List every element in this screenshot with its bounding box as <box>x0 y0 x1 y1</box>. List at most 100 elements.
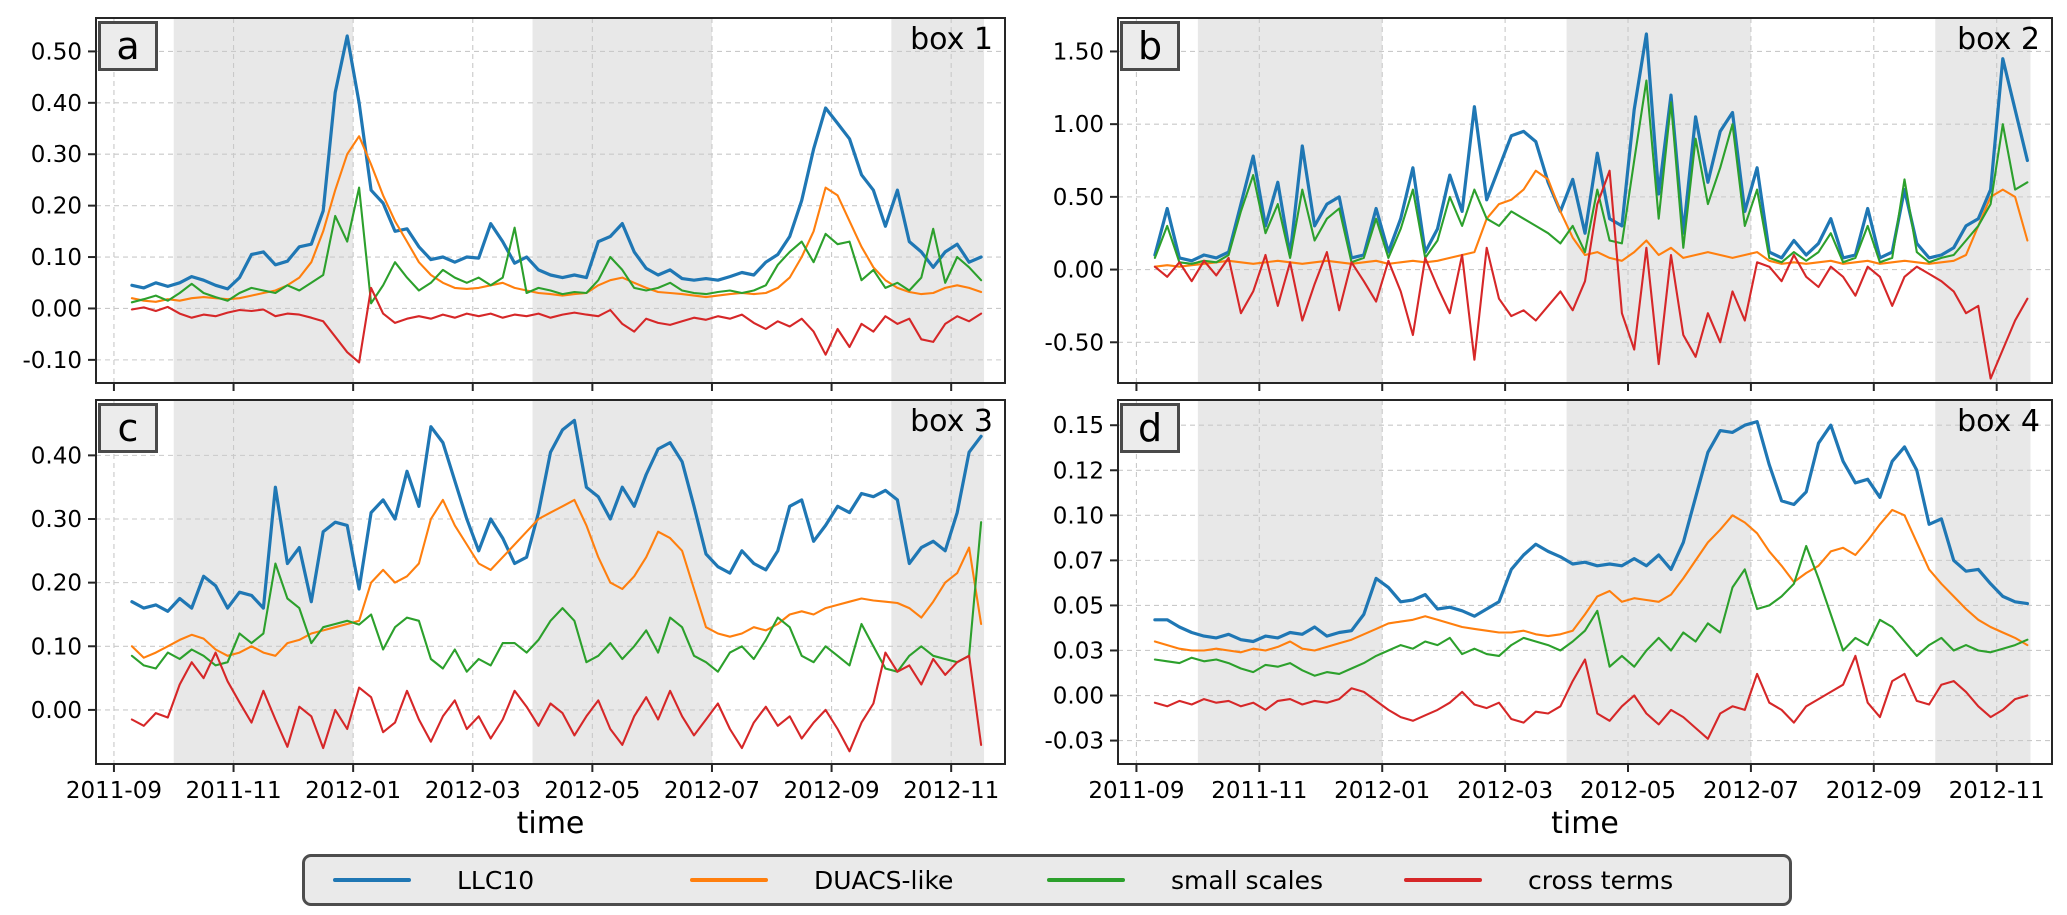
shaded-band <box>1197 18 1383 383</box>
plot-area-a: -0.10 0.00 0.10 0.20 0.30 0.40 0.50 <box>22 17 1006 391</box>
y-tick-label: 0.40 <box>31 91 82 117</box>
y-tick-label: 0.12 <box>1053 458 1104 484</box>
series-small-scales <box>1153 79 2029 265</box>
shaded-band <box>1197 400 1383 764</box>
shaded-band <box>173 18 354 383</box>
legend-entry-small-scales: small scales <box>1047 866 1404 895</box>
y-tick-label: 0.00 <box>31 698 82 724</box>
legend: LLC10 DUACS-like small scales cross term… <box>302 854 1792 906</box>
series-LLC10 <box>1153 32 2030 263</box>
tick-marks <box>88 454 953 772</box>
y-tick-label: 0.00 <box>1053 258 1104 284</box>
series-DUACS-like <box>1153 508 2029 654</box>
x-tick-label: 2012-11 <box>903 778 999 804</box>
x-axis-label-left: time <box>516 806 585 841</box>
series-DUACS-like <box>130 135 983 303</box>
y-tick-label: 0.50 <box>31 39 82 65</box>
y-tick-label: -0.10 <box>22 348 82 374</box>
y-tick-label: 0.07 <box>1053 548 1104 574</box>
series-small-scales <box>130 521 983 673</box>
x-tick-label: 2012-01 <box>305 778 401 804</box>
x-tick-label: 2011-11 <box>185 778 281 804</box>
panel-title-box-3: box 3 <box>910 404 993 439</box>
plot-area-b: -0.50 0.00 0.50 1.00 1.50 <box>1044 17 2053 391</box>
y-tick-label: 0.50 <box>1053 185 1104 211</box>
x-tick-label: 2012-05 <box>544 778 640 804</box>
cross-terms-line-swatch <box>1404 878 1482 882</box>
x-tick-label: 2011-11 <box>1211 778 1307 804</box>
series-DUACS-like <box>1153 169 2029 268</box>
legend-label-cross-terms: cross terms <box>1528 865 1674 895</box>
small-scales-line-swatch <box>1047 878 1125 882</box>
legend-label-llc10: LLC10 <box>457 865 535 895</box>
panel-title-box-2: box 2 <box>1957 22 2040 57</box>
y-tick-label: 1.00 <box>1053 112 1104 138</box>
shaded-band <box>891 18 985 383</box>
series-cross-terms <box>1153 169 2029 380</box>
y-tick-label: 0.30 <box>31 507 82 533</box>
panel-box-3: 2011-09 2011-11 2012-01 2012-03 2012-05 2012-… <box>31 399 1006 804</box>
shaded-band <box>1566 18 1751 383</box>
panel-letter-d: d <box>1120 403 1180 453</box>
x-tick-label: 2011-09 <box>66 778 162 804</box>
x-tick-label: 2012-07 <box>664 778 760 804</box>
plot-area-d: 2011-09 2011-11 2012-01 2012-03 2012-05 2012-… <box>1044 399 2053 804</box>
series-LLC10 <box>130 34 983 291</box>
y-tick-label: -0.03 <box>1044 729 1104 755</box>
tick-marks <box>88 50 953 391</box>
y-tick-label: 1.50 <box>1053 39 1104 65</box>
y-tick-label: -0.50 <box>1044 330 1104 356</box>
y-tick-label: 0.20 <box>31 571 82 597</box>
series-DUACS-like <box>130 498 983 659</box>
x-tick-label: 2012-01 <box>1334 778 1430 804</box>
x-tick-label: 2012-07 <box>1703 778 1799 804</box>
axes-spines <box>1117 17 2053 384</box>
series-cross-terms <box>130 286 983 364</box>
shaded-band <box>1566 400 1751 764</box>
panel-letter-a: a <box>98 21 158 71</box>
y-tick-label: 0.10 <box>1053 503 1104 529</box>
y-tick-label: 0.15 <box>1053 413 1104 439</box>
y-tick-label: 0.03 <box>1053 638 1104 664</box>
x-tick-label: 2012-03 <box>425 778 521 804</box>
panel-letter-c: c <box>98 403 158 453</box>
duacs-like-line-swatch <box>690 878 768 882</box>
shaded-band <box>1935 400 2031 764</box>
shaded-band <box>532 18 712 383</box>
legend-entry-cross-terms: cross terms <box>1404 866 1761 895</box>
x-tick-label: 2012-05 <box>1580 778 1676 804</box>
x-tick-label: 2011-09 <box>1088 778 1184 804</box>
series-cross-terms <box>130 651 983 753</box>
panel-title-box-1: box 1 <box>910 22 993 57</box>
y-tick-label: 0.05 <box>1053 593 1104 619</box>
axes-spines <box>95 17 1006 384</box>
llc10-line-swatch <box>333 878 411 882</box>
y-tick-label: 0.40 <box>31 443 82 469</box>
legend-label-duacs-like: DUACS-like <box>814 865 954 895</box>
legend-entry-duacs-like: DUACS-like <box>690 866 1047 895</box>
y-tick-label: 0.30 <box>31 142 82 168</box>
series-small-scales <box>130 186 983 305</box>
axes-spines <box>1117 399 2053 765</box>
tick-marks <box>1110 424 1998 772</box>
x-tick-label: 2012-03 <box>1457 778 1553 804</box>
panel-letter-b: b <box>1120 21 1180 71</box>
panel-box-4: 2011-09 2011-11 2012-01 2012-03 2012-05 2012-… <box>1044 399 2053 804</box>
y-tick-label: 0.00 <box>31 296 82 322</box>
shaded-band <box>173 400 354 764</box>
panel-box-1: -0.10 0.00 0.10 0.20 0.30 0.40 0.50 a box 1 <box>22 17 1006 391</box>
tick-marks <box>1110 50 1998 391</box>
legend-label-small-scales: small scales <box>1171 865 1323 895</box>
y-tick-label: 0.10 <box>31 245 82 271</box>
series-LLC10 <box>1153 420 2030 644</box>
y-tick-label: 0.10 <box>31 634 82 660</box>
panel-title-box-4: box 4 <box>1957 404 2040 439</box>
plot-area-c: 2011-09 2011-11 2012-01 2012-03 2012-05 2012-… <box>31 399 1006 804</box>
legend-entry-llc10: LLC10 <box>333 866 690 895</box>
series-small-scales <box>1153 544 2029 677</box>
series-LLC10 <box>130 418 983 613</box>
panel-box-2: -0.50 0.00 0.50 1.00 1.50 b box 2 <box>1044 17 2053 391</box>
x-tick-label: 2012-11 <box>1949 778 2045 804</box>
y-tick-label: 0.00 <box>1053 684 1104 710</box>
